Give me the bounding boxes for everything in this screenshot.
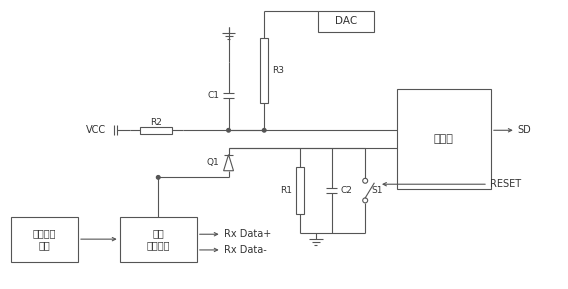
Text: VCC: VCC (86, 125, 106, 135)
Text: R1: R1 (280, 186, 292, 195)
Circle shape (156, 176, 160, 179)
Text: 光电转换
电路: 光电转换 电路 (32, 228, 56, 250)
Text: 信号
放大电路: 信号 放大电路 (147, 228, 170, 250)
Text: S1: S1 (371, 186, 383, 195)
Text: C1: C1 (208, 91, 220, 101)
Text: C2: C2 (340, 186, 352, 195)
Text: 比较器: 比较器 (434, 134, 454, 144)
FancyBboxPatch shape (11, 216, 78, 262)
Circle shape (262, 129, 266, 132)
Text: Rx Data-: Rx Data- (224, 245, 266, 255)
Text: R3: R3 (272, 66, 284, 75)
FancyBboxPatch shape (397, 89, 491, 189)
Circle shape (227, 129, 231, 132)
Text: SD: SD (517, 125, 532, 135)
Text: Q1: Q1 (207, 158, 220, 167)
FancyBboxPatch shape (260, 38, 268, 103)
Text: R2: R2 (151, 118, 162, 127)
FancyBboxPatch shape (296, 167, 304, 214)
FancyBboxPatch shape (318, 11, 374, 32)
FancyBboxPatch shape (140, 127, 172, 134)
FancyBboxPatch shape (120, 216, 197, 262)
Text: Rx Data+: Rx Data+ (224, 229, 271, 239)
Text: DAC: DAC (335, 16, 357, 26)
Text: RESET: RESET (490, 179, 521, 189)
